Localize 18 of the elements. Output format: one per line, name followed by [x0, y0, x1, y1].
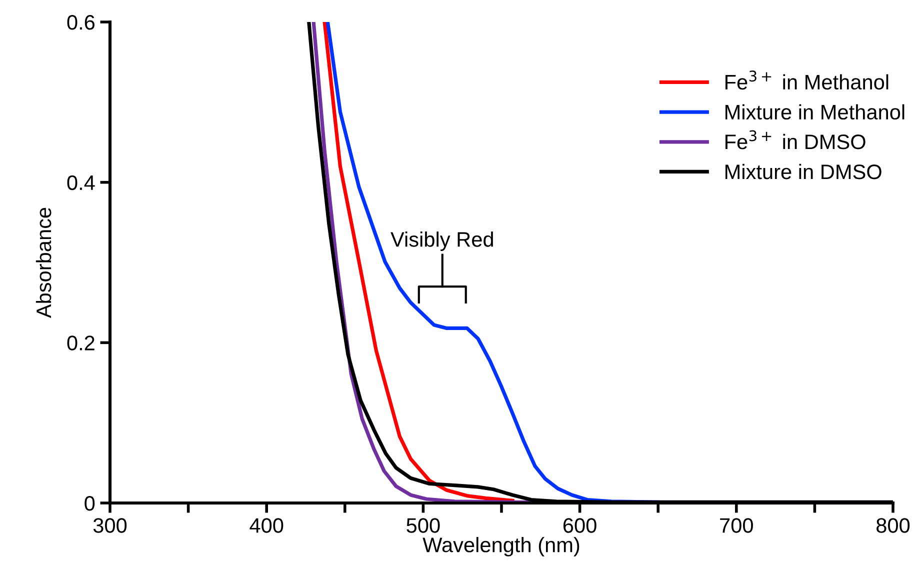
x-tick-label: 800 [876, 518, 910, 533]
x-tick-label: 500 [406, 518, 440, 533]
legend-label: Fe$^{3+}$ in Methanol [726, 70, 888, 90]
y-axis-title: Absorbance [36, 208, 52, 318]
y-tick-label: 0.6 [67, 15, 95, 30]
annotation: Visibly Red [390, 232, 493, 251]
y-tick-label: 0 [84, 496, 95, 511]
y-tick-label: 0.2 [67, 336, 94, 350]
x-tick-label: 400 [250, 518, 284, 533]
line-series [322, 22, 514, 502]
x-tick-label: 300 [93, 518, 127, 533]
legend-label: Fe$^{3+}$ in DMSO [726, 130, 866, 150]
x-tick-label: 600 [563, 518, 596, 533]
y-tick-label: 0.4 [67, 175, 95, 190]
legend-label: Mixture in DMSO [726, 164, 882, 180]
legend-label: Mixture in Methanol [726, 104, 904, 120]
x-tick-label: 700 [720, 518, 753, 533]
x-axis-title: Wavelength (nm) [422, 537, 580, 556]
